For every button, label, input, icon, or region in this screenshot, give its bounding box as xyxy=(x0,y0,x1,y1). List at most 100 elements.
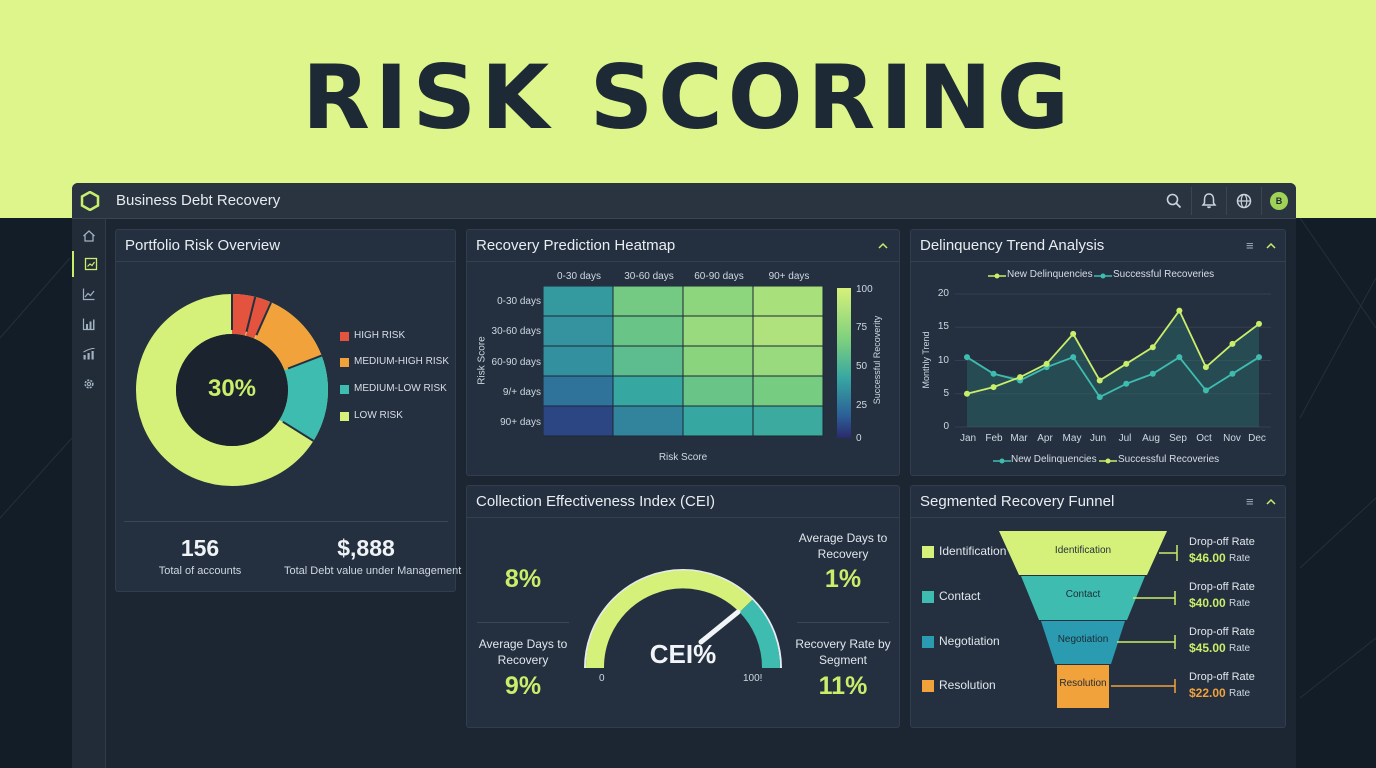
y-tick: 20 xyxy=(937,288,949,299)
green-series-point xyxy=(1176,307,1183,314)
analytics-icon xyxy=(83,348,95,360)
gauge-fill-teal xyxy=(739,599,781,669)
x-tick: Jan xyxy=(960,433,977,444)
heatmap-cell xyxy=(612,315,684,347)
funnel-stage-identification xyxy=(999,531,1167,575)
teal-series-point xyxy=(990,370,997,377)
line-chart-icon xyxy=(82,288,95,301)
avatar[interactable]: B xyxy=(1270,192,1288,210)
heatmap-cell xyxy=(612,345,684,377)
heatmap-cell xyxy=(543,345,614,377)
cei-metric-value: 8% xyxy=(504,565,542,593)
legend-label-medium-low: MEDIUM-LOW RISK xyxy=(354,383,447,394)
sidebar-item-dashboard[interactable] xyxy=(72,251,106,277)
gear-icon xyxy=(84,379,94,389)
sidebar-item-home[interactable] xyxy=(72,223,106,249)
x-tick: Oct xyxy=(1196,433,1212,444)
stage-label: Identification xyxy=(939,544,1007,558)
heatmap-y-axis-label: Risk Score xyxy=(476,336,488,385)
scale-tick: 75 xyxy=(856,322,868,333)
hero-title: RISK SCORING xyxy=(302,46,1074,149)
scale-tick: 25 xyxy=(856,400,868,411)
x-tick: Jun xyxy=(1089,433,1107,444)
heatmap-cell xyxy=(543,315,614,347)
app-title: Business Debt Recovery xyxy=(116,192,281,209)
gauge-needle xyxy=(698,609,741,645)
green-series-point xyxy=(1123,360,1130,367)
panel-title: Recovery Prediction Heatmap xyxy=(476,237,676,254)
teal-series-point xyxy=(1229,370,1236,377)
trend-line-chart xyxy=(955,293,1271,428)
green-series-point xyxy=(1256,320,1262,327)
legend-label: New Delinquencies xyxy=(1011,454,1097,465)
heatmap-col-label: 0-30 days xyxy=(557,271,601,282)
sidebar-item-trends[interactable] xyxy=(72,281,106,307)
donut-segment-medium-low-risk xyxy=(136,294,328,486)
green-series-point xyxy=(1043,360,1050,367)
heatmap-row-label: 60-90 days xyxy=(491,357,541,368)
gauge-fill-green xyxy=(585,570,753,669)
teal-series-point xyxy=(1176,354,1183,361)
heatmap-panel: Recovery Prediction Heatmap 0-30 days 30… xyxy=(466,229,900,476)
legend-swatch-medium-low xyxy=(340,385,349,394)
legend-swatch-medium-high xyxy=(340,358,349,367)
trend-panel: Delinquency Trend Analysis ≡ New Delinqu… xyxy=(910,229,1286,476)
green-series-line xyxy=(966,308,1260,395)
heatmap-col-label: 30-60 days xyxy=(624,271,674,282)
funnel-stage-contact xyxy=(1021,576,1145,620)
heatmap-row-label: 9/+ days xyxy=(502,387,541,398)
stat-debt-label: Total Debt value under Management xyxy=(284,565,462,577)
chevron-up-icon[interactable] xyxy=(1265,497,1277,507)
teal-series-point xyxy=(1123,380,1130,387)
x-tick: Sep xyxy=(1169,433,1187,444)
chevron-up-icon[interactable] xyxy=(1265,241,1277,251)
teal-series-point xyxy=(1149,370,1156,377)
heatmap-x-axis-label: Risk Score xyxy=(658,452,708,463)
stage-swatch xyxy=(922,680,934,692)
panel-title: Collection Effectiveness Index (CEI) xyxy=(476,493,715,510)
stage-swatch xyxy=(922,546,934,558)
home-icon xyxy=(83,230,95,242)
panel-title: Portfolio Risk Overview xyxy=(125,237,281,254)
cei-gauge xyxy=(584,569,782,669)
heatmap-col-label: 60-90 days xyxy=(694,271,744,282)
green-series-point xyxy=(1229,340,1236,347)
globe-icon[interactable] xyxy=(1234,191,1254,211)
stage-label: Contact xyxy=(939,589,981,603)
legend-label: Successful Recoveries xyxy=(1118,454,1220,465)
green-series-point xyxy=(990,384,997,391)
gauge-label: CEI% xyxy=(649,639,717,669)
bell-icon[interactable] xyxy=(1199,191,1219,211)
x-tick: Aug xyxy=(1142,433,1160,444)
sidebar-item-reports[interactable] xyxy=(72,311,106,337)
teal-series-point xyxy=(1202,387,1209,394)
cei-metric-value: 9% xyxy=(504,672,542,700)
search-icon[interactable] xyxy=(1164,191,1184,211)
heatmap-cell xyxy=(612,375,684,407)
stat-accounts-label: Total of accounts xyxy=(158,565,242,577)
heatmap-cell xyxy=(612,405,684,437)
stat-debt-value: $,888 xyxy=(337,535,395,561)
scale-tick: 100 xyxy=(856,284,873,295)
menu-icon[interactable]: ≡ xyxy=(1246,238,1254,253)
bar-chart-icon xyxy=(82,318,95,331)
portfolio-risk-panel: Portfolio Risk Overview 30% HIGH RISK ME… xyxy=(115,229,462,592)
chevron-up-icon[interactable] xyxy=(877,241,889,251)
teal-series-point xyxy=(1256,354,1262,361)
y-tick: 15 xyxy=(937,321,949,332)
stage-label: Negotiation xyxy=(939,634,1000,648)
sidebar-item-settings[interactable] xyxy=(72,371,106,397)
sidebar-item-analytics[interactable] xyxy=(72,341,106,367)
x-tick: Apr xyxy=(1037,433,1053,444)
y-tick: 5 xyxy=(943,388,949,399)
menu-icon[interactable]: ≡ xyxy=(1246,494,1254,509)
scale-tick: 50 xyxy=(856,361,868,372)
dashboard-icon xyxy=(84,257,98,271)
green-series-point xyxy=(1202,364,1209,371)
green-series-point xyxy=(964,390,970,397)
legend-label-high: HIGH RISK xyxy=(354,330,406,341)
legend-label: Successful Recoveries xyxy=(1113,269,1215,280)
heatmap-cell xyxy=(682,286,754,317)
heatmap-row-label: 90+ days xyxy=(500,417,541,428)
heatmap-cell xyxy=(682,405,754,437)
